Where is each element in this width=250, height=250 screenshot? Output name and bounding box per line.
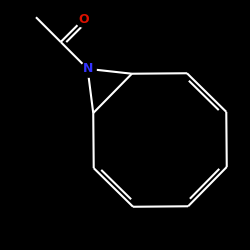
Text: N: N bbox=[82, 62, 93, 75]
Text: O: O bbox=[78, 13, 89, 26]
